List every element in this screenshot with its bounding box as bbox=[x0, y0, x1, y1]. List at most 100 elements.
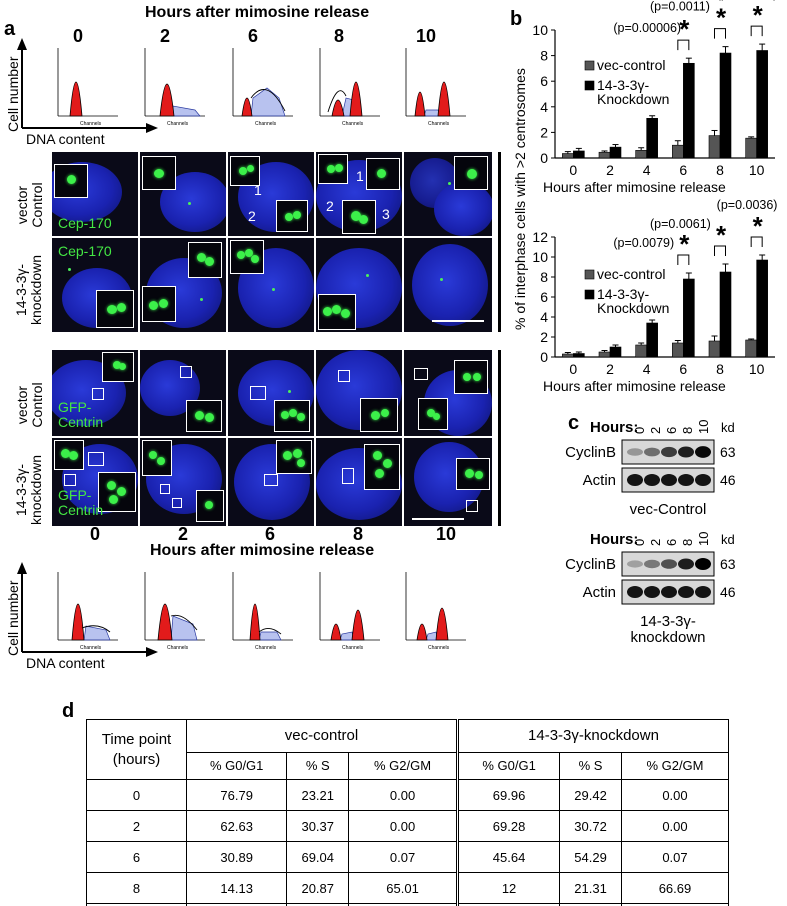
flow-mini-axis: Channels bbox=[342, 121, 364, 127]
panel-c-letter: c bbox=[568, 412, 580, 434]
micrograph-cep170-control-6h: 1 2 bbox=[228, 152, 314, 236]
timepoint-label-mid: 8 bbox=[352, 524, 363, 544]
legend-swatch bbox=[584, 80, 595, 91]
x-tick-label: 2 bbox=[606, 361, 614, 377]
blot-row-label: CyclinB bbox=[565, 444, 616, 461]
stain-label-cep170: Cep-170 bbox=[58, 215, 112, 231]
legend-label: vec-control bbox=[597, 266, 665, 282]
blot-band bbox=[678, 586, 694, 598]
timepoint-label-mid: 0 bbox=[89, 524, 100, 544]
table-cell: 69.00 bbox=[620, 903, 730, 906]
p-value-label: (p=0.0079) bbox=[613, 236, 674, 250]
bar-knockdown bbox=[609, 346, 622, 358]
table-cell: 0.00 bbox=[620, 779, 730, 811]
flow-histograms-bottom: Cell number DNA content Channels Channels Ch… bbox=[5, 562, 466, 671]
arrow-head-icon bbox=[146, 647, 158, 657]
flow-peak bbox=[69, 81, 83, 117]
blot-group-2: Hours:0 2 6 8 10 kd CyclinB 63 Actin 46 14-3-3γ-kn… bbox=[565, 531, 736, 646]
micrograph-cep170-knockdown-0h: Cep-170 bbox=[52, 238, 138, 332]
kd-label: kd bbox=[721, 420, 735, 435]
blot-group-label: 14-3-3γ- bbox=[640, 613, 696, 630]
x-tick-label: 4 bbox=[643, 162, 651, 178]
y-tick-label: 0 bbox=[540, 349, 548, 365]
blot-band bbox=[644, 447, 660, 457]
bar-chart-2: 0 2 4 6 8 10 12 0 2 4 6 8 10 Hours after mimosine rel… bbox=[532, 198, 777, 394]
micrograph-cep170-knockdown-10h bbox=[404, 238, 492, 332]
flow-peak bbox=[159, 83, 175, 117]
micrograph-gfp-control-8h bbox=[316, 350, 402, 436]
legend-label: 14-3-3γ- bbox=[597, 77, 649, 93]
blot-band bbox=[678, 558, 694, 570]
row-label-text: 14-3-3γ-knockdown bbox=[13, 454, 44, 526]
x-tick-label: 10 bbox=[749, 361, 765, 377]
blot-band bbox=[678, 446, 694, 458]
lane-label: 6 bbox=[664, 539, 679, 546]
significance-star: * bbox=[679, 229, 690, 259]
table-cell: 69.04 bbox=[286, 841, 350, 873]
hours-label: Hours: bbox=[590, 531, 638, 548]
significance-bracket bbox=[714, 28, 726, 39]
timepoint-label-top: 2 bbox=[159, 26, 170, 46]
blot-group-label: knockdown bbox=[630, 629, 705, 646]
lane-label: 2 bbox=[648, 539, 663, 546]
bar-knockdown bbox=[683, 62, 695, 159]
table-subheader: % G2/GM bbox=[620, 751, 730, 781]
y-tick-label: 8 bbox=[540, 269, 548, 285]
flow-peak bbox=[435, 607, 449, 641]
significance-bracket bbox=[750, 236, 763, 247]
flow-xlabel: DNA content bbox=[26, 655, 105, 671]
legend-swatch bbox=[584, 289, 595, 300]
table-cell: 30.72 bbox=[559, 810, 622, 842]
micrograph-cep170-control-2h bbox=[140, 152, 226, 236]
micrograph-cep170-knockdown-2h bbox=[140, 238, 226, 332]
flow-mini-axis: Channels bbox=[167, 645, 189, 651]
table-cell: 62.63 bbox=[185, 810, 288, 842]
flow-xlabel: DNA content bbox=[26, 131, 105, 146]
y-tick-label: 12 bbox=[532, 229, 548, 245]
blot-band bbox=[695, 586, 711, 598]
flow-mini-axis: Channels bbox=[255, 645, 277, 651]
blot-row-label: Actin bbox=[583, 584, 616, 601]
micrograph-gfp-knockdown-6h bbox=[228, 438, 314, 526]
bar-vec-control bbox=[672, 342, 684, 358]
table-cell: 65.01 bbox=[348, 872, 458, 904]
blot-band bbox=[678, 474, 694, 486]
bar-vec-control bbox=[745, 339, 757, 358]
row-label-text: vector Control bbox=[14, 182, 45, 228]
table-cell: 76.79 bbox=[185, 779, 288, 811]
significance-star: * bbox=[753, 211, 764, 241]
micrograph-cep170-control-10h bbox=[404, 152, 492, 236]
stain-label-gfp-centrin: GFP- Centrin bbox=[58, 399, 104, 430]
blot-band bbox=[661, 586, 677, 598]
bar-knockdown bbox=[609, 146, 622, 159]
stain-label-cep170: Cep-170 bbox=[58, 243, 112, 259]
bar-vec-control bbox=[635, 344, 647, 358]
p-value-label: (p=0.0036) bbox=[717, 198, 778, 212]
table-knockdown-header: 14-3-3γ-knockdown bbox=[455, 719, 730, 753]
p-value-label: (p=0.0011) bbox=[650, 0, 710, 14]
centrosome-number: 3 bbox=[382, 206, 390, 222]
table-row: 8 14.13 20.87 65.01 12 21.31 66.69 bbox=[86, 872, 730, 904]
x-tick-label: 2 bbox=[606, 162, 614, 178]
flow-mini-axis: Channels bbox=[80, 645, 102, 651]
timepoint-label-top: 0 bbox=[72, 26, 83, 46]
table-subheader: % S bbox=[286, 751, 350, 781]
arrow-head-icon bbox=[17, 38, 27, 50]
micrograph-gfp-knockdown-0h: GFP- Centrin bbox=[52, 438, 138, 526]
blot-band bbox=[661, 559, 677, 569]
table-time-header: Time point (hours) bbox=[86, 719, 187, 780]
flow-mini-axis: Channels bbox=[342, 645, 364, 651]
blot-band bbox=[644, 559, 660, 569]
x-tick-label: 6 bbox=[679, 361, 687, 377]
flow-histogram: Channels bbox=[232, 48, 293, 127]
panel-d-letter: d bbox=[62, 700, 75, 722]
blot-band bbox=[627, 560, 643, 568]
blot-band bbox=[644, 586, 660, 598]
micrograph-cep170-control-8h: 1 2 3 bbox=[316, 152, 402, 236]
micrograph-gfp-control-2h bbox=[140, 350, 226, 436]
timepoint-label-mid: 10 bbox=[435, 524, 457, 544]
flow-histogram: Channels bbox=[319, 48, 380, 127]
y-tick-label: 6 bbox=[540, 73, 548, 89]
micrograph-gfp-control-6h bbox=[228, 350, 314, 436]
